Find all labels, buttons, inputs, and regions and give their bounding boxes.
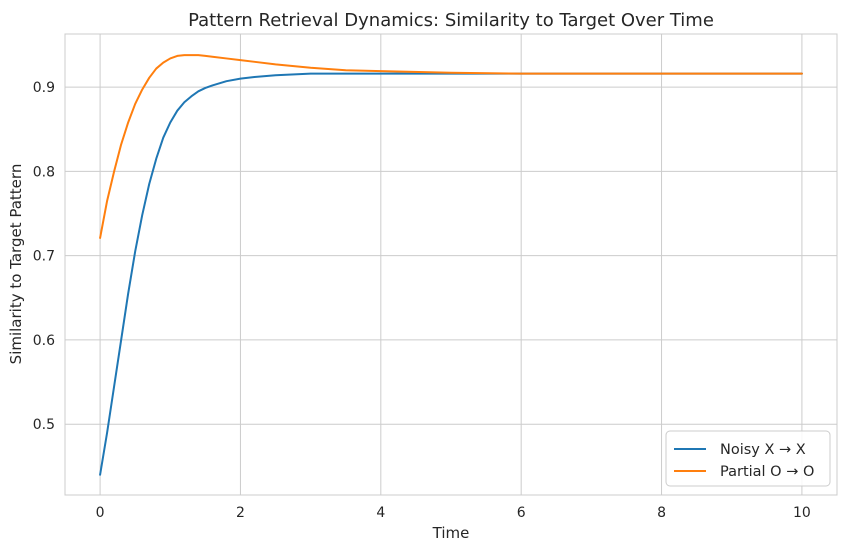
y-tick-labels: 0.5 0.6 0.7 0.8 0.9: [33, 80, 55, 433]
y-tick-label: 0.7: [33, 249, 55, 265]
legend-label-partial: Partial O → O: [720, 464, 814, 480]
x-tick-label: 4: [376, 505, 385, 521]
y-tick-label: 0.5: [33, 417, 55, 433]
x-tick-label: 8: [657, 505, 666, 521]
y-axis-label: Similarity to Target Pattern: [7, 164, 25, 365]
grid: [65, 34, 837, 495]
x-tick-label: 10: [793, 505, 811, 521]
legend-box: [665, 430, 831, 487]
plot-area: [64, 33, 838, 496]
plot-background: [65, 34, 837, 495]
x-tick-labels: 0 2 4 6 8 10: [96, 505, 811, 521]
legend-label-noisy: Noisy X → X: [720, 442, 806, 458]
plot-frame: [64, 33, 838, 496]
x-tick-label: 2: [236, 505, 245, 521]
x-axis-label: Time: [432, 524, 470, 542]
chart-title: Pattern Retrieval Dynamics: Similarity t…: [188, 10, 714, 31]
x-tick-label: 6: [517, 505, 526, 521]
y-tick-label: 0.6: [33, 333, 55, 349]
y-tick-label: 0.8: [33, 164, 55, 180]
legend: Noisy X → X Partial O → O: [665, 430, 831, 487]
series-group: [99, 54, 803, 476]
y-tick-label: 0.9: [33, 80, 55, 96]
series-line-partial: [99, 54, 803, 239]
x-tick-label: 0: [96, 505, 105, 521]
